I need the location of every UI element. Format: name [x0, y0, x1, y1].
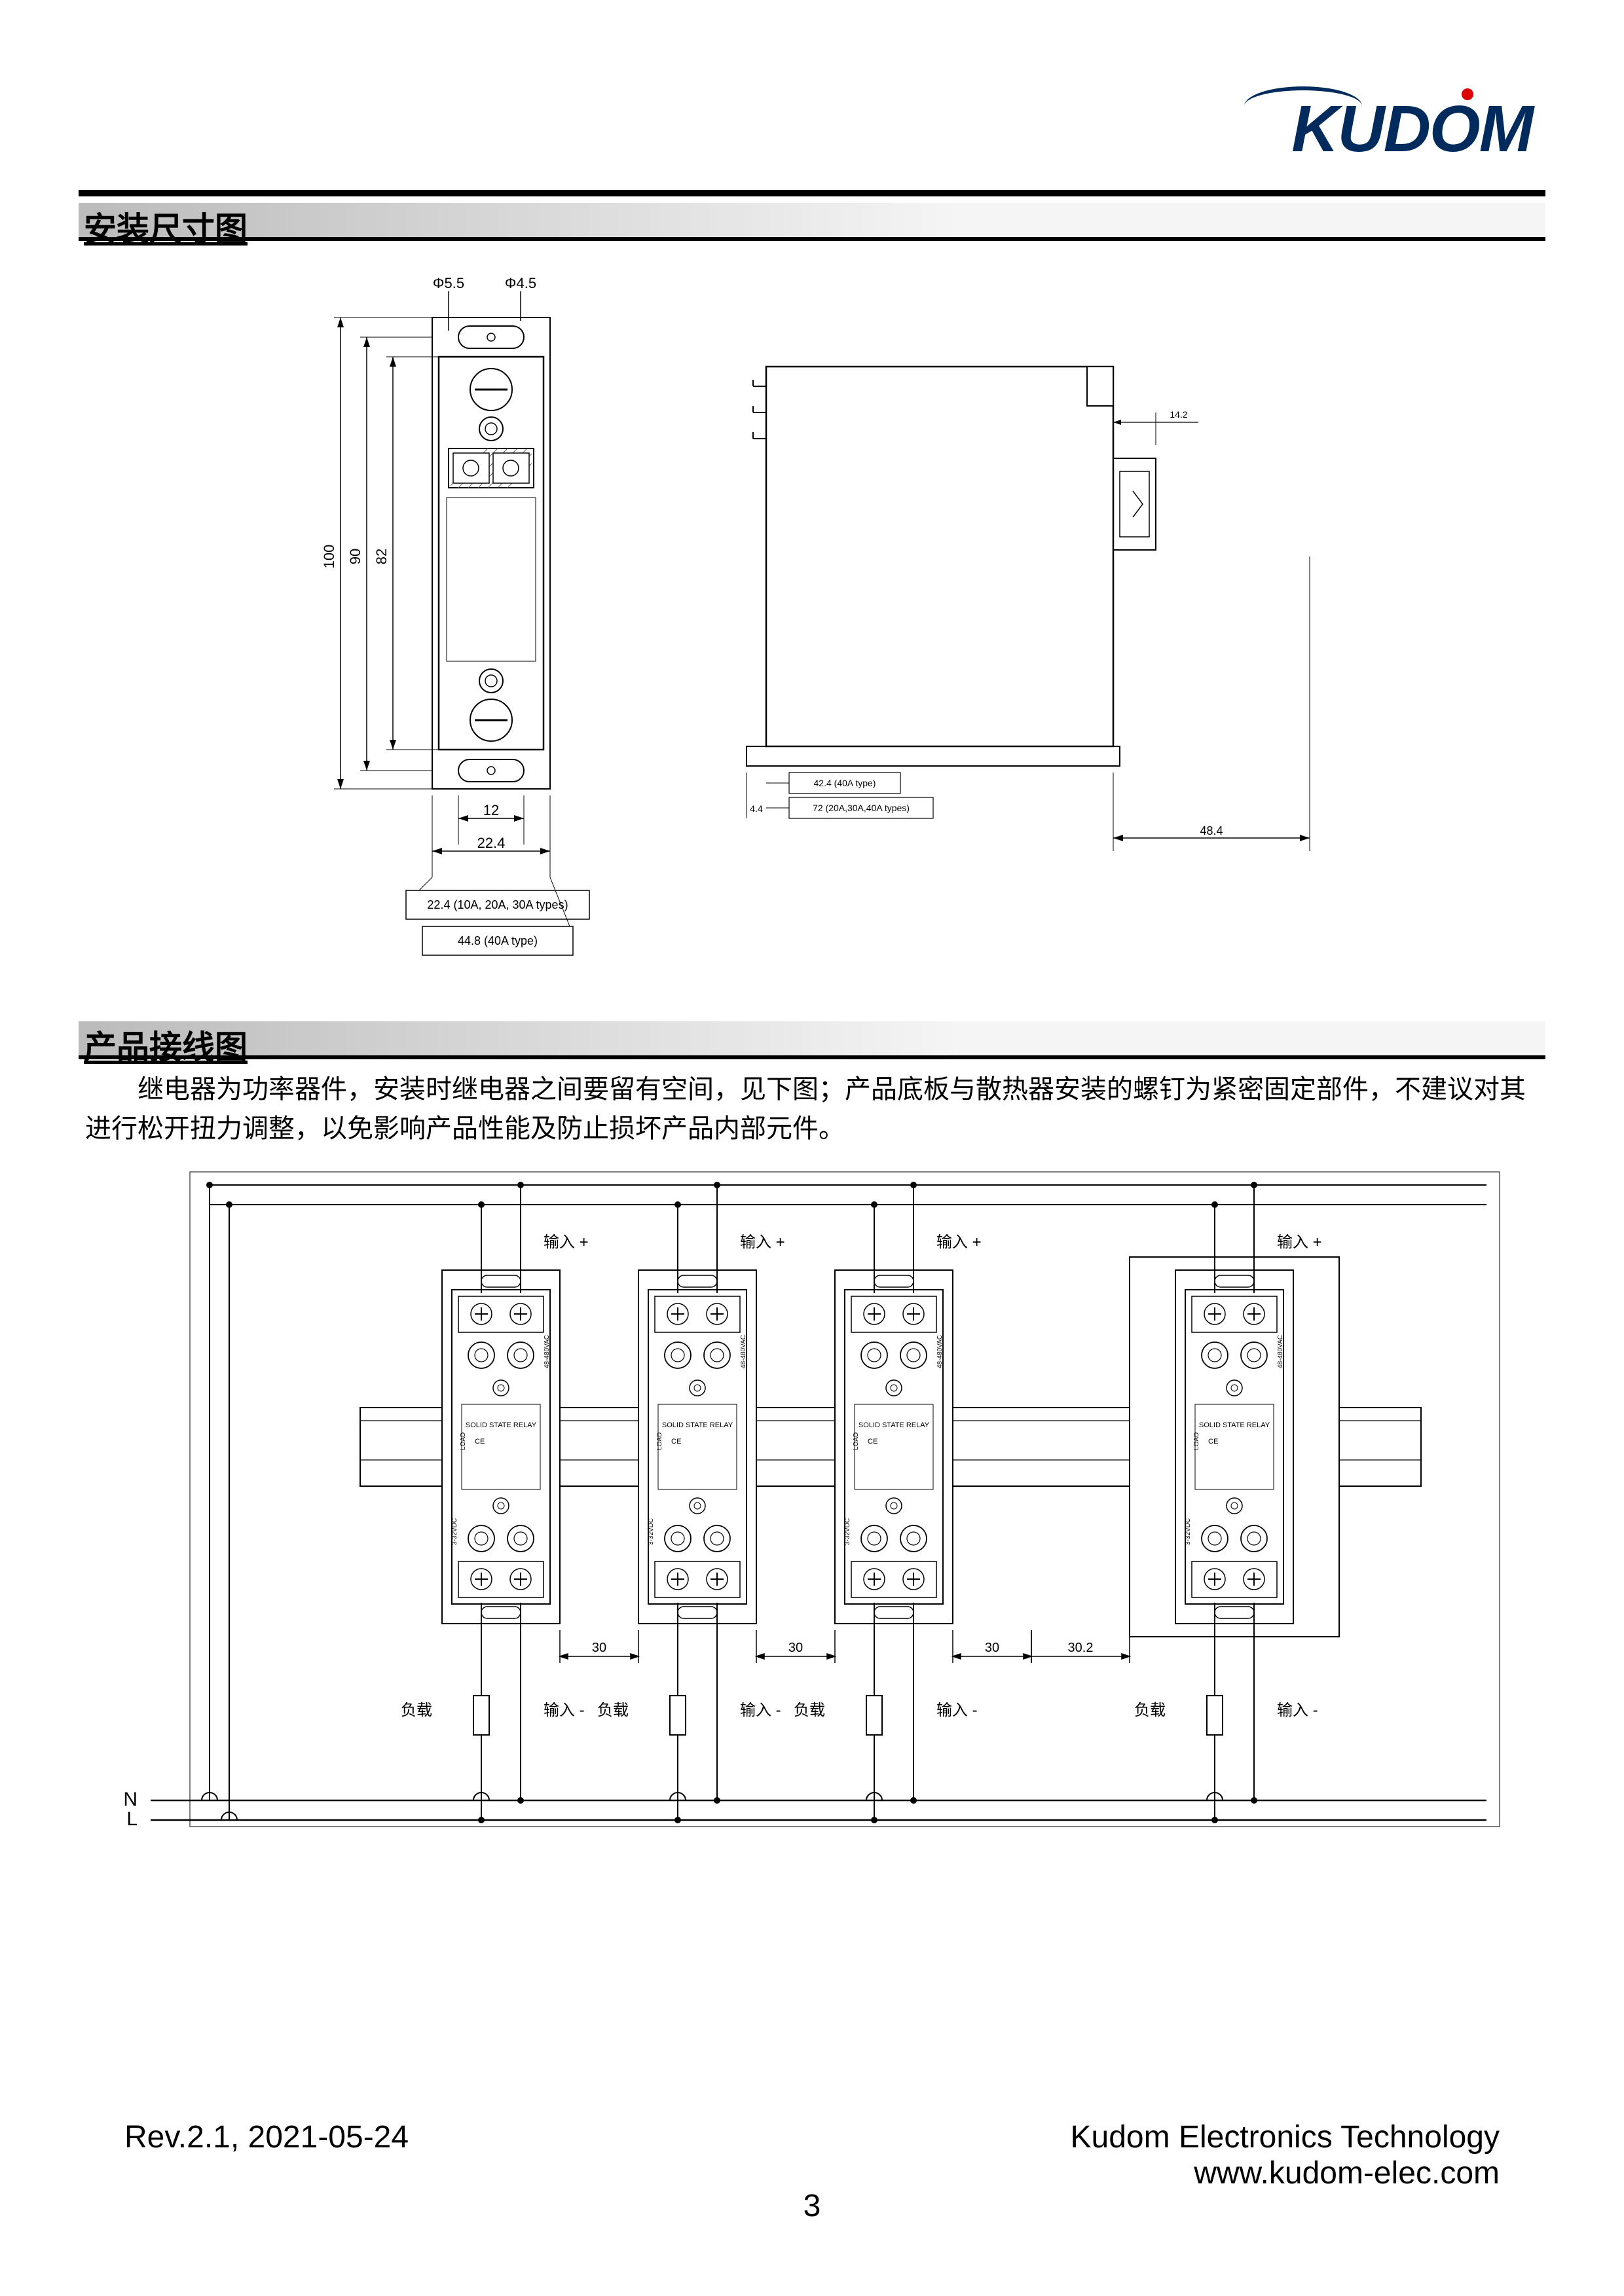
logo-arc [1244, 86, 1362, 106]
label-input-plus-2: 输入 + [740, 1233, 785, 1251]
label-load-3: 负载 [794, 1702, 825, 1719]
label-load-4: 负载 [1134, 1702, 1166, 1719]
dim-phi2: Φ4.5 [505, 275, 536, 291]
section2-title: 产品接线图 [79, 1029, 248, 1066]
spacing-2: 30 [788, 1641, 803, 1655]
label-N: N [123, 1789, 138, 1810]
dim-phi1: Φ5.5 [433, 275, 464, 291]
label-input-minus-1: 输入 - [544, 1702, 585, 1719]
spacing-1: 30 [592, 1641, 606, 1655]
dim-4-4: 4.4 [750, 803, 763, 814]
label-input-plus-1: 输入 + [544, 1233, 589, 1251]
label-input-plus-4: 输入 + [1277, 1233, 1322, 1251]
section-wiring: 产品接线图 继电器为功率器件，安装时继电器之间要留有空间，见下图；产品底板与散热… [79, 1021, 1545, 1148]
label-load-2: 负载 [597, 1702, 629, 1719]
label-input-minus-4: 输入 - [1277, 1702, 1318, 1719]
side-note2: 72 (20A,30A,40A types) [813, 803, 910, 813]
footer: Rev.2.1, 2021-05-24 Kudom Electronics Te… [124, 2119, 1500, 2191]
label-L: L [126, 1808, 138, 1830]
dim-12: 12 [483, 802, 499, 818]
dim-100: 100 [321, 545, 337, 569]
wiring-diagram: LOAD SOLID STATE RELAY CE [111, 1159, 1513, 1899]
dim-14-2: 14.2 [1170, 409, 1187, 420]
label-input-minus-3: 输入 - [936, 1702, 978, 1719]
dim-note2: 44.8 (40A type) [458, 934, 538, 947]
side-note1: 42.4 (40A type) [814, 778, 876, 788]
label-load-1: 负载 [401, 1702, 432, 1719]
logo: KUDOM [1291, 92, 1532, 167]
header-rule [79, 190, 1545, 196]
section2-title-bar: 产品接线图 [79, 1021, 1545, 1059]
label-input-minus-2: 输入 - [740, 1702, 781, 1719]
footer-url: www.kudom-elec.com [1071, 2155, 1500, 2191]
dim-82: 82 [373, 549, 390, 564]
section1-title: 安装尺寸图 [79, 211, 248, 247]
footer-revision: Rev.2.1, 2021-05-24 [124, 2119, 409, 2191]
label-input-plus-3: 输入 + [936, 1233, 982, 1251]
dim-90: 90 [347, 549, 363, 564]
section2-description: 继电器为功率器件，安装时继电器之间要留有空间，见下图；产品底板与散热器安装的螺钉… [79, 1070, 1545, 1148]
spacing-4: 30.2 [1068, 1641, 1094, 1655]
section-install-dimensions: 安装尺寸图 [79, 203, 1545, 241]
page-number: 3 [803, 2188, 821, 2224]
spacing-3: 30 [985, 1641, 999, 1655]
section1-title-bar: 安装尺寸图 [79, 203, 1545, 241]
dim-22-4: 22.4 [477, 835, 506, 851]
dim-note1: 22.4 (10A, 20A, 30A types) [427, 898, 568, 911]
logo-dot [1462, 88, 1473, 100]
dim-48-4: 48.4 [1200, 824, 1223, 837]
footer-company: Kudom Electronics Technology [1071, 2119, 1500, 2155]
dimension-diagram: Φ5.5 Φ4.5 [249, 262, 1375, 995]
